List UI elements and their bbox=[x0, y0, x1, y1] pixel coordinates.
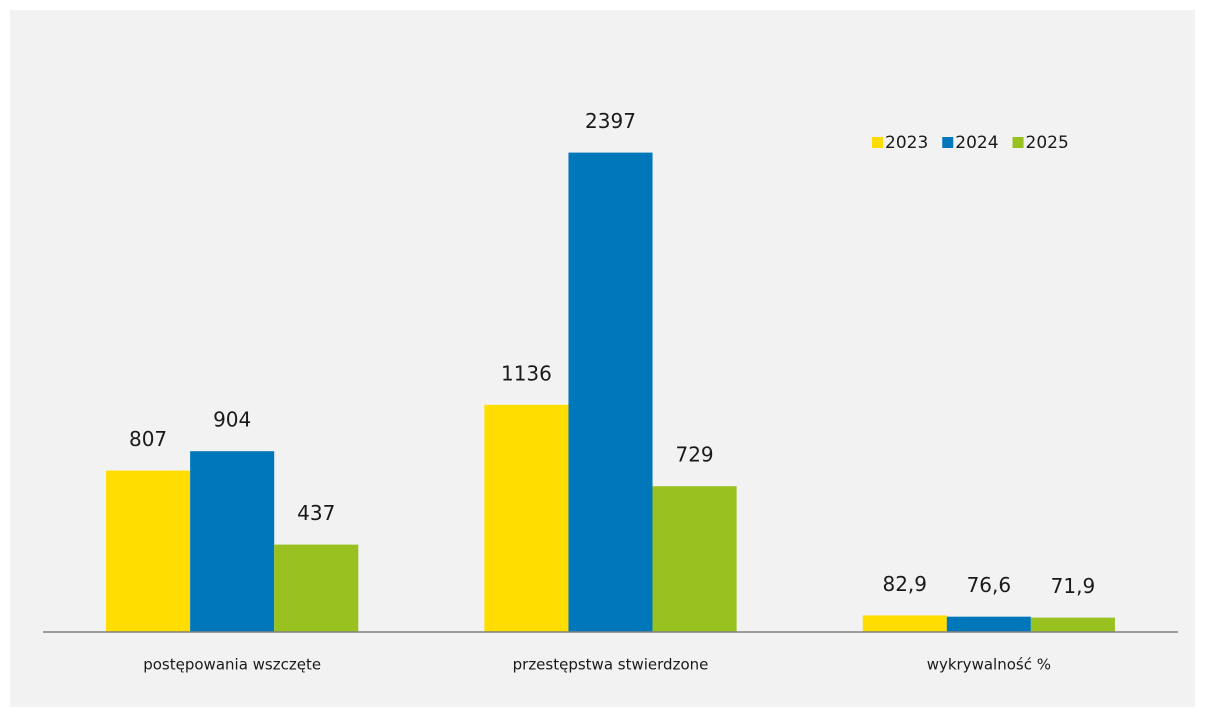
value-label: 729 bbox=[675, 443, 713, 467]
legend-swatch bbox=[942, 137, 954, 148]
value-label: 82,9 bbox=[882, 572, 927, 596]
legend-label: 2025 bbox=[1026, 133, 1069, 153]
bar bbox=[568, 152, 653, 632]
bar bbox=[862, 615, 947, 632]
x-tick-label: wykrywalność % bbox=[927, 656, 1051, 674]
value-label: 2397 bbox=[585, 109, 636, 133]
bar bbox=[946, 616, 1031, 632]
value-label: 76,6 bbox=[967, 573, 1012, 597]
legend-label: 2024 bbox=[955, 133, 998, 153]
value-label: 437 bbox=[297, 501, 335, 525]
x-tick-label: postępowania wszczęte bbox=[143, 656, 321, 674]
bar bbox=[274, 544, 359, 632]
bar bbox=[106, 470, 191, 632]
x-tick-label: przestępstwa stwierdzone bbox=[513, 656, 709, 674]
legend-swatch bbox=[1012, 137, 1024, 148]
legend-label: 2023 bbox=[885, 133, 928, 153]
bar bbox=[652, 486, 737, 632]
legend-swatch bbox=[872, 137, 883, 148]
value-label: 807 bbox=[129, 427, 167, 451]
value-label: 904 bbox=[213, 408, 251, 432]
value-label: 71,9 bbox=[1051, 574, 1096, 598]
bar bbox=[1030, 617, 1115, 632]
bar bbox=[190, 451, 275, 632]
value-label: 1136 bbox=[501, 361, 552, 385]
bar bbox=[484, 404, 569, 632]
